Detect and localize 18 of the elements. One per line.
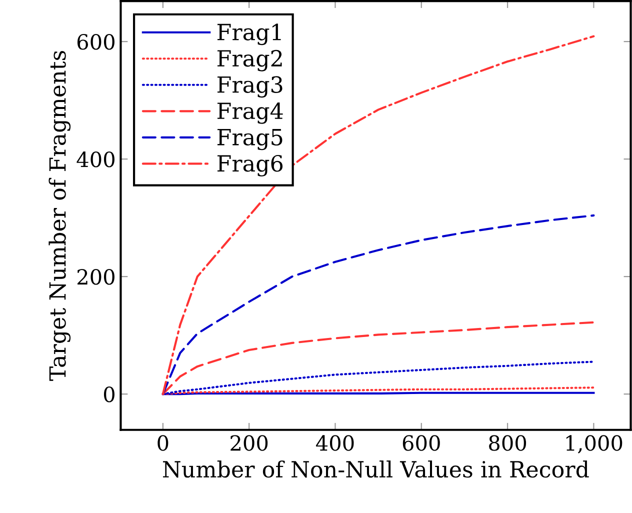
- y-tick-label: 0: [104, 386, 114, 402]
- legend-label: Frag6: [217, 154, 283, 176]
- x-tick-label: 400: [316, 435, 354, 451]
- x-tick-label: 0: [158, 435, 168, 451]
- legend-label: Frag3: [217, 76, 282, 98]
- legend-label: Frag5: [217, 129, 282, 150]
- legend-label: Frag1: [217, 24, 281, 46]
- y-tick-label: 200: [78, 269, 114, 285]
- x-tick-label: 600: [402, 435, 440, 451]
- x-tick-label: 1,000: [566, 435, 622, 454]
- legend-label: Frag4: [217, 102, 283, 124]
- y-axis-title: Target Number of Fragments: [48, 50, 71, 381]
- x-axis-title: Number of Non-Null Values in Record: [163, 460, 589, 478]
- y-tick-label: 600: [77, 34, 114, 50]
- legend-label: Frag2: [217, 50, 282, 72]
- y-tick-label: 400: [76, 152, 114, 168]
- x-tick-label: 800: [489, 435, 526, 451]
- x-tick-label: 200: [230, 435, 268, 451]
